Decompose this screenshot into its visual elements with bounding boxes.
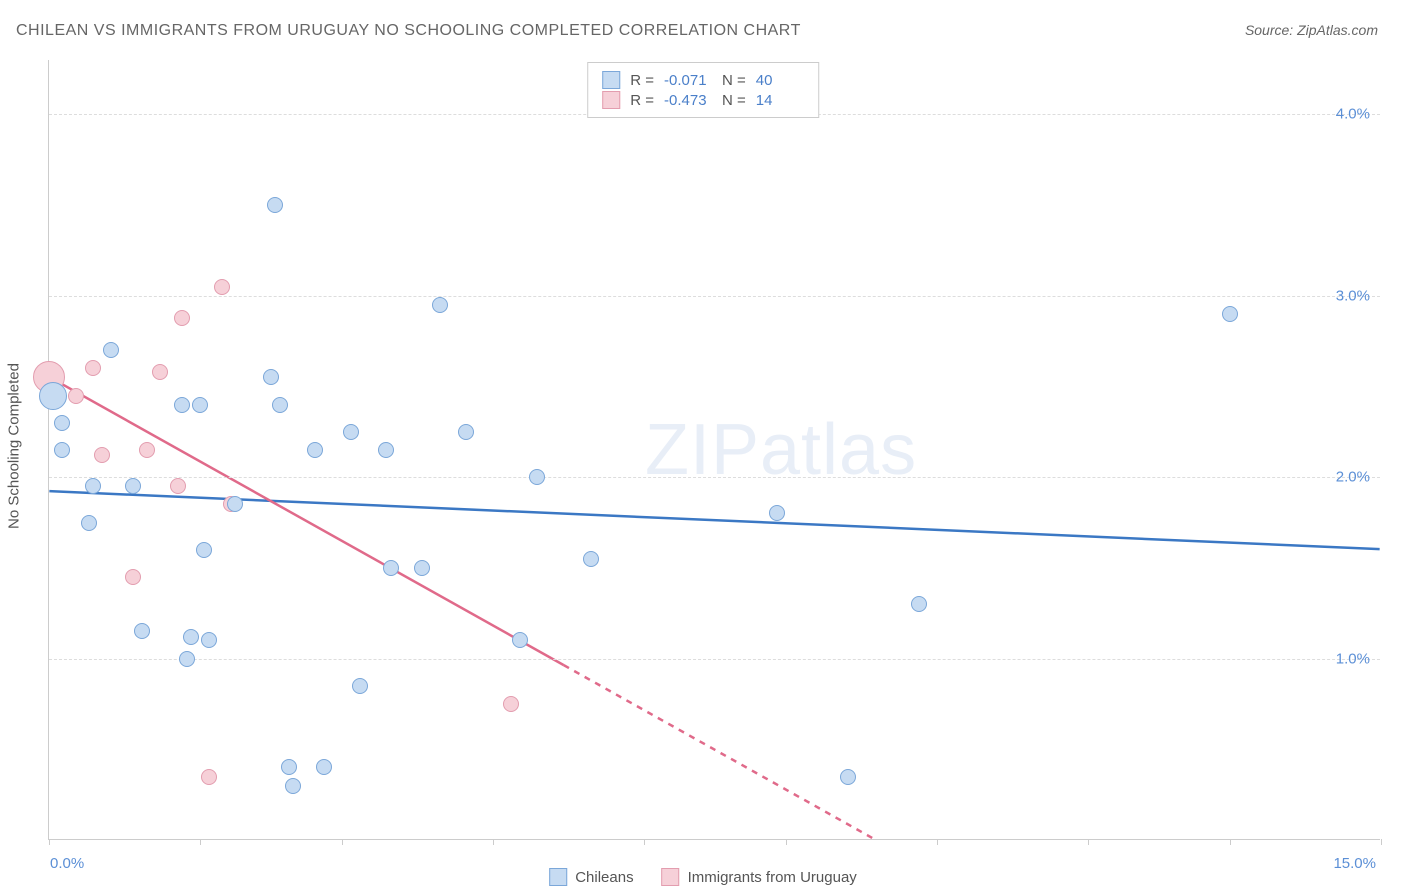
n-value-uruguay: 14 — [756, 92, 804, 109]
chileans-point — [529, 469, 545, 485]
x-tick — [786, 839, 787, 845]
chileans-point — [281, 759, 297, 775]
legend-label-chileans: Chileans — [575, 869, 633, 886]
y-tick-label: 1.0% — [1336, 650, 1370, 667]
chileans-point — [512, 632, 528, 648]
chileans-point — [343, 424, 359, 440]
chileans-point — [85, 478, 101, 494]
uruguay-point — [139, 442, 155, 458]
chileans-point — [769, 505, 785, 521]
gridline — [49, 659, 1380, 660]
uruguay-point — [85, 360, 101, 376]
chileans-point — [383, 560, 399, 576]
y-tick-label: 3.0% — [1336, 287, 1370, 304]
chileans-point — [285, 778, 301, 794]
chileans-point — [201, 632, 217, 648]
x-tick — [644, 839, 645, 845]
x-tick — [1230, 839, 1231, 845]
n-label: N = — [722, 92, 746, 109]
x-tick — [937, 839, 938, 845]
source-credit: Source: ZipAtlas.com — [1245, 22, 1378, 38]
uruguay-point — [94, 447, 110, 463]
uruguay-point — [201, 769, 217, 785]
bottom-legend: Chileans Immigrants from Uruguay — [549, 868, 857, 886]
uruguay-point — [214, 279, 230, 295]
chileans-point — [272, 397, 288, 413]
stats-legend-box: R = -0.071 N = 40 R = -0.473 N = 14 — [587, 62, 819, 118]
y-tick-label: 4.0% — [1336, 106, 1370, 123]
chileans-point — [81, 515, 97, 531]
swatch-chileans-bottom — [549, 868, 567, 886]
x-tick — [49, 839, 50, 845]
uruguay-point — [174, 310, 190, 326]
chileans-point — [196, 542, 212, 558]
legend-item-chileans: Chileans — [549, 868, 633, 886]
stats-row-chileans: R = -0.071 N = 40 — [602, 71, 804, 89]
chileans-point — [174, 397, 190, 413]
chileans-point — [267, 197, 283, 213]
plot-area: ZIPatlas 1.0%2.0%3.0%4.0% — [48, 60, 1380, 840]
chileans-point — [103, 342, 119, 358]
uruguay-point — [125, 569, 141, 585]
r-value-uruguay: -0.473 — [664, 92, 712, 109]
r-value-chileans: -0.071 — [664, 72, 712, 89]
chileans-point — [458, 424, 474, 440]
uruguay-point — [503, 696, 519, 712]
chileans-point — [352, 678, 368, 694]
swatch-chileans — [602, 71, 620, 89]
uruguay-point — [152, 364, 168, 380]
chileans-point — [1222, 306, 1238, 322]
chileans-point — [432, 297, 448, 313]
chileans-point — [414, 560, 430, 576]
chileans-point — [840, 769, 856, 785]
chileans-point — [54, 415, 70, 431]
trend-lines — [49, 60, 1380, 839]
uruguay-point — [68, 388, 84, 404]
chileans-point — [227, 496, 243, 512]
chileans-point — [179, 651, 195, 667]
swatch-uruguay-bottom — [662, 868, 680, 886]
chileans-point — [316, 759, 332, 775]
r-label: R = — [630, 92, 654, 109]
chileans-point — [54, 442, 70, 458]
n-label: N = — [722, 72, 746, 89]
gridline — [49, 296, 1380, 297]
uruguay-point — [170, 478, 186, 494]
stats-row-uruguay: R = -0.473 N = 14 — [602, 91, 804, 109]
x-tick — [200, 839, 201, 845]
chart-title: CHILEAN VS IMMIGRANTS FROM URUGUAY NO SC… — [16, 22, 801, 40]
chileans-point — [911, 596, 927, 612]
y-tick-label: 2.0% — [1336, 469, 1370, 486]
x-tick — [493, 839, 494, 845]
legend-item-uruguay: Immigrants from Uruguay — [662, 868, 857, 886]
r-label: R = — [630, 72, 654, 89]
chileans-point — [134, 623, 150, 639]
swatch-uruguay — [602, 91, 620, 109]
chileans-point — [263, 369, 279, 385]
legend-label-uruguay: Immigrants from Uruguay — [688, 869, 857, 886]
n-value-chileans: 40 — [756, 72, 804, 89]
x-tick — [1088, 839, 1089, 845]
x-tick — [1381, 839, 1382, 845]
chileans-point — [378, 442, 394, 458]
y-axis-label: No Schooling Completed — [6, 363, 23, 529]
chileans-point — [125, 478, 141, 494]
chileans-point — [192, 397, 208, 413]
chileans-point — [583, 551, 599, 567]
chileans-point — [183, 629, 199, 645]
x-tick-label: 0.0% — [50, 855, 84, 872]
gridline — [49, 477, 1380, 478]
x-tick — [342, 839, 343, 845]
x-tick-label: 15.0% — [1333, 855, 1376, 872]
chileans-point — [39, 382, 67, 410]
chileans-point — [307, 442, 323, 458]
